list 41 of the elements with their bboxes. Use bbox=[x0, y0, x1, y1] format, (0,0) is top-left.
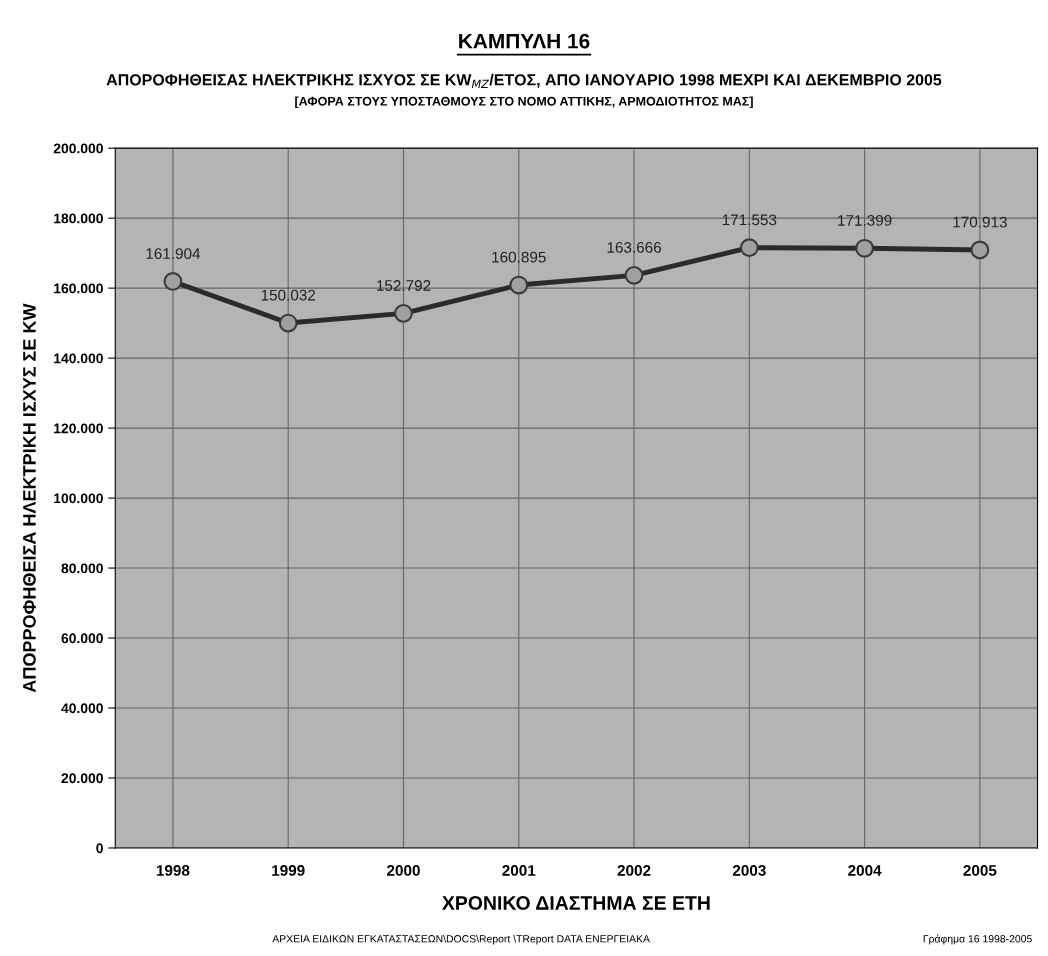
point bbox=[163, 272, 183, 291]
chart-subtitle: ΑΠΟΡΟΦΗΘΕΙΣΑΣ ΗΛΕΚΤΡΙΚΗΣ ΙΣΧΥΟΣ ΣΕ KW$_{MZ}$/ΕΤΟΣ, ΑΠΟ ΙΑΝΟΥΑΡΙΟ 1998 ΜΕΧΡΙ ΚΑΙ ΔΕΚΕΜΒΡΙΟ 2005 [ΑΦΟΡΑ ΣΤΟΥΣ ΥΠΟΣΤΑΘΜΟΥΣ ΣΤΟ ΝΟΜΟ ΑΤΤΙΚΗΣ, ΑΡΜΟΔΙΟΤΗΤΟΣ ΜΑΣ] bbox=[106, 73, 942, 109]
y-tick-label: 100.000 bbox=[54, 493, 103, 504]
data-label: 163.666 bbox=[607, 242, 661, 253]
text: ΑΡΧΕΙΑ ΕΙΔΙΚΩΝ ΕΓΚΑΤΑΣΤΑΣΕΩΝ\DOCS\Report \TReport DATA ΕΝΕΡΓΕΙΑΚΑ bbox=[272, 934, 650, 945]
y-tick-label: 40.000 bbox=[61, 703, 103, 714]
x-axis-title: ΧΡΟΝΙΚΟ ΔΙΑΣΤΗΜΑ ΣΕ ΕΤΗ bbox=[442, 896, 710, 910]
y-tick-label: 60.000 bbox=[61, 633, 103, 644]
point bbox=[624, 265, 644, 285]
point bbox=[509, 275, 529, 295]
data-label: 171.399 bbox=[838, 214, 892, 226]
y-tick-label: 80.000 bbox=[61, 563, 103, 574]
x-tick-label: 1998 bbox=[156, 865, 190, 876]
x-tick-label: 2003 bbox=[732, 865, 766, 876]
x-tick-label: 2004 bbox=[848, 865, 882, 876]
y-tick-label: 140.000 bbox=[54, 353, 103, 364]
data-label: 150.032 bbox=[261, 289, 316, 301]
data-label: 160.895 bbox=[492, 251, 546, 263]
point bbox=[855, 238, 874, 258]
y-tick-label: 180.000 bbox=[54, 213, 103, 224]
y-axis-title: ΑΠΟΡΡΟΦΗΘΕΙΣΑ ΗΛΕΚΤΡΙΚΗ ΙΣΧΥΣ ΣΕ KW bbox=[23, 303, 36, 693]
x-tick-label: 2002 bbox=[617, 865, 651, 876]
x-tick-label: 2001 bbox=[502, 865, 536, 876]
y-tick-label: 0 bbox=[96, 843, 103, 854]
point bbox=[970, 240, 990, 260]
data-label: 170.913 bbox=[953, 216, 1007, 228]
text: Γράφημα 16 1998-2005 bbox=[923, 934, 1032, 945]
point bbox=[394, 303, 413, 323]
y-tick-label: 200.000 bbox=[53, 143, 103, 154]
point bbox=[278, 313, 298, 333]
y-tick-label: 20.000 bbox=[61, 773, 103, 784]
y-tick-label: 160.000 bbox=[54, 283, 103, 294]
data-label: 152.792 bbox=[377, 280, 431, 291]
y-tick-label: 120.000 bbox=[54, 423, 103, 434]
point bbox=[739, 238, 759, 258]
x-tick-label: 1999 bbox=[272, 865, 305, 876]
chart-title: ΚΑΜΠΥΛΗ 16 bbox=[459, 33, 590, 49]
data-label: 161.904 bbox=[146, 248, 201, 260]
x-tick-label: 2000 bbox=[387, 865, 420, 876]
data-label: 171.553 bbox=[722, 214, 777, 226]
x-tick-label: 2005 bbox=[963, 865, 997, 876]
